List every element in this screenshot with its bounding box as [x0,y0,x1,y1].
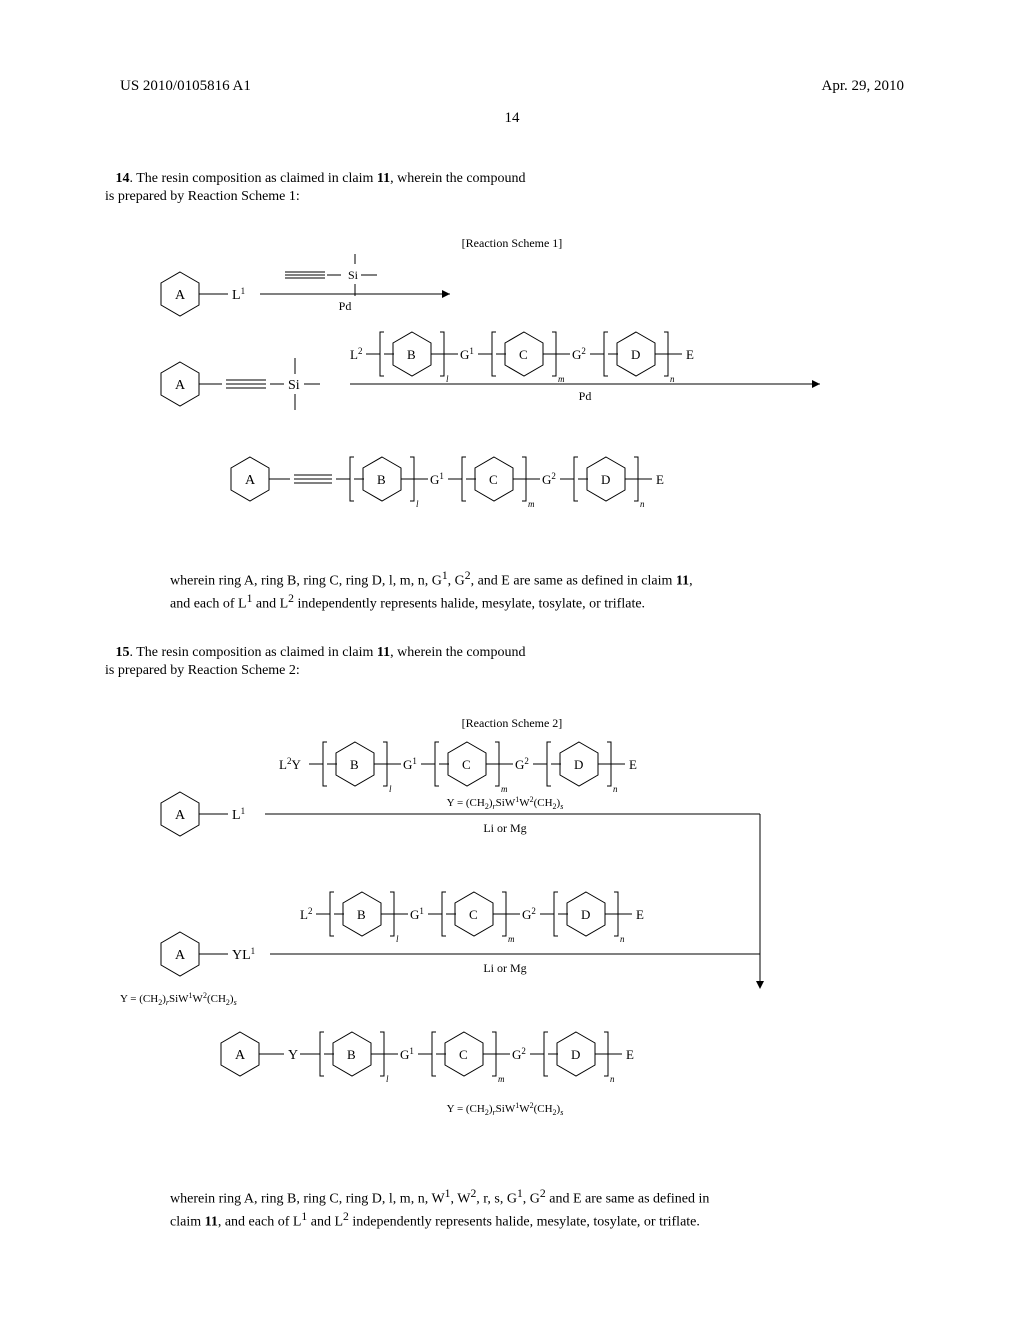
svg-text:D: D [571,1047,580,1062]
svg-text:D: D [631,347,640,362]
publication-date: Apr. 29, 2010 [822,78,905,95]
svg-text:A: A [175,378,186,393]
svg-text:A: A [235,1048,246,1063]
svg-text:m: m [508,934,515,944]
claim-14-wherein: wherein ring A, ring B, ring C, ring D, … [170,568,715,614]
svg-text:m: m [528,499,535,509]
svg-text:m: m [498,1074,505,1084]
svg-text:Y = (CH2)rSiW1W2(CH2)s: Y = (CH2)rSiW1W2(CH2)s [120,991,237,1007]
svg-text:YL1: YL1 [232,946,255,963]
page-number: 14 [0,110,1024,127]
svg-text:E: E [629,757,637,772]
svg-text:L1: L1 [232,286,245,303]
svg-text:L2Y: L2Y [279,756,301,772]
svg-text:G1: G1 [400,1046,414,1062]
svg-text:B: B [407,347,416,362]
svg-text:L2: L2 [300,906,312,922]
svg-text:D: D [581,907,590,922]
svg-text:G2: G2 [572,346,586,362]
claim-15-intro: 15. The resin composition as claimed in … [105,644,535,681]
svg-text:n: n [613,784,618,794]
svg-text:E: E [636,907,644,922]
reaction-scheme-1: A L1 Pd Si A Si Pd L2 B l [120,254,904,554]
svg-text:n: n [620,934,625,944]
svg-text:B: B [377,472,386,487]
reaction-scheme-2: A L1 Li or Mg Y = (CH2)rSiW1W2(CH2)s L2Y… [120,734,904,1174]
svg-text:E: E [686,347,694,362]
svg-text:C: C [489,472,498,487]
svg-text:A: A [175,288,186,303]
svg-text:m: m [558,374,565,384]
svg-text:E: E [656,472,664,487]
publication-number: US 2010/0105816 A1 [120,78,251,95]
svg-text:Y = (CH2)rSiW1W2(CH2)s: Y = (CH2)rSiW1W2(CH2)s [447,795,564,811]
svg-text:n: n [670,374,675,384]
svg-text:Li or Mg: Li or Mg [483,961,526,975]
svg-text:D: D [601,472,610,487]
svg-text:B: B [347,1047,356,1062]
svg-text:G1: G1 [460,346,474,362]
svg-text:l: l [386,1074,389,1084]
svg-text:C: C [519,347,528,362]
svg-text:Li or Mg: Li or Mg [483,821,526,835]
svg-text:m: m [501,784,508,794]
svg-text:L1: L1 [232,806,245,823]
svg-text:l: l [416,499,419,509]
svg-text:Si: Si [288,378,300,393]
svg-text:L2: L2 [350,346,362,362]
svg-text:Y = (CH2)rSiW1W2(CH2)s: Y = (CH2)rSiW1W2(CH2)s [447,1101,564,1117]
svg-text:Si: Si [348,268,359,282]
svg-text:A: A [245,473,256,488]
svg-text:n: n [610,1074,615,1084]
svg-text:Pd: Pd [579,389,592,403]
svg-text:G2: G2 [515,756,529,772]
svg-text:G2: G2 [522,906,536,922]
svg-text:C: C [469,907,478,922]
svg-text:C: C [462,757,471,772]
svg-text:A: A [175,808,186,823]
svg-text:G2: G2 [512,1046,526,1062]
svg-text:l: l [446,374,449,384]
svg-text:G1: G1 [403,756,417,772]
svg-text:C: C [459,1047,468,1062]
svg-text:B: B [350,757,359,772]
svg-text:D: D [574,757,583,772]
svg-text:G1: G1 [410,906,424,922]
svg-text:n: n [640,499,645,509]
svg-text:Pd: Pd [339,299,352,313]
svg-text:l: l [396,934,399,944]
svg-text:E: E [626,1047,634,1062]
claim-14-intro: 14. The resin composition as claimed in … [105,170,535,207]
svg-text:B: B [357,907,366,922]
svg-text:Y: Y [288,1048,298,1063]
scheme-1-label: [Reaction Scheme 1] [0,236,1024,251]
svg-text:A: A [175,948,186,963]
svg-text:G2: G2 [542,471,556,487]
claim-15-wherein: wherein ring A, ring B, ring C, ring D, … [170,1186,715,1232]
svg-text:G1: G1 [430,471,444,487]
scheme-2-label: [Reaction Scheme 2] [0,716,1024,731]
svg-text:l: l [389,784,392,794]
